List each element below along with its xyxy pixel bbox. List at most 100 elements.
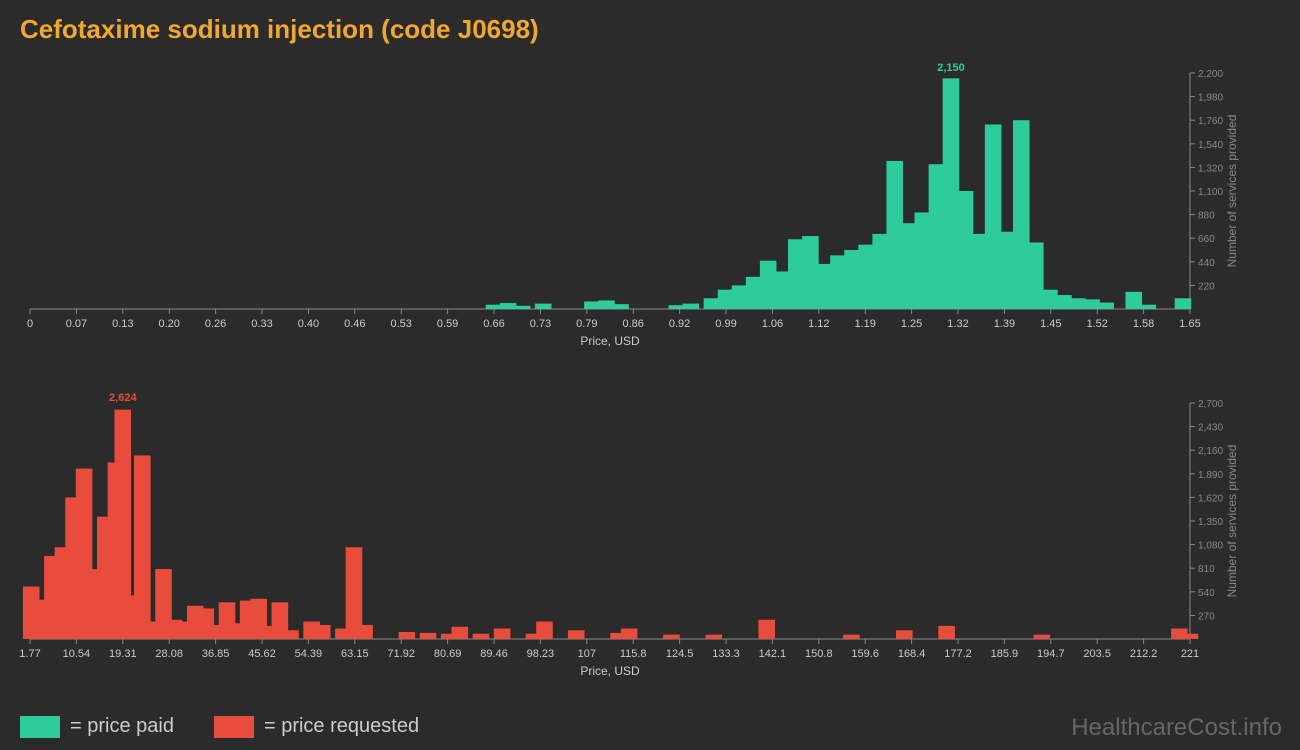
- x-tick-label: 0.07: [66, 318, 87, 330]
- x-tick-label: 1.52: [1086, 318, 1107, 330]
- y-tick-label: 1,080: [1198, 541, 1223, 552]
- legend: = price paid = price requested: [20, 715, 419, 738]
- x-tick-label: 0.73: [530, 318, 551, 330]
- x-tick-label: 0.59: [437, 318, 458, 330]
- bar: [473, 634, 490, 639]
- legend-swatch-paid: [20, 716, 60, 738]
- y-tick-label: 2,430: [1198, 423, 1223, 434]
- x-tick-label: 212.2: [1130, 648, 1158, 660]
- bar: [399, 632, 416, 639]
- bar: [663, 635, 680, 639]
- bar: [612, 304, 629, 309]
- y-tick-label: 1,890: [1198, 470, 1223, 481]
- y-tick-label: 2,200: [1198, 69, 1223, 80]
- y-tick-label: 2,160: [1198, 446, 1223, 457]
- x-tick-label: 0.66: [483, 318, 504, 330]
- bar: [938, 626, 955, 639]
- bar: [1175, 298, 1192, 309]
- x-tick-label: 221: [1181, 648, 1199, 660]
- y-tick-label: 660: [1198, 234, 1215, 245]
- x-tick-label: 1.65: [1179, 318, 1200, 330]
- x-tick-label: 0.13: [112, 318, 133, 330]
- bar: [536, 622, 553, 639]
- x-tick-label: 89.46: [480, 648, 508, 660]
- y-tick-label: 440: [1198, 258, 1215, 269]
- y-tick-label: 1,100: [1198, 187, 1223, 198]
- chart-price-requested: 1.7710.5419.3128.0836.8545.6254.3963.157…: [20, 385, 1240, 685]
- bar: [535, 304, 552, 309]
- bar: [282, 630, 299, 639]
- y-axis-label: Number of services provided: [1225, 115, 1239, 268]
- bar: [514, 306, 531, 309]
- x-tick-label: 0.79: [576, 318, 597, 330]
- x-tick-label: 63.15: [341, 648, 369, 660]
- bar: [356, 625, 373, 639]
- bar: [896, 630, 913, 639]
- bar: [494, 629, 511, 639]
- y-tick-label: 1,620: [1198, 493, 1223, 504]
- x-tick-label: 1.32: [947, 318, 968, 330]
- x-tick-label: 0.40: [298, 318, 319, 330]
- bar: [1034, 635, 1051, 639]
- x-tick-label: 159.6: [851, 648, 879, 660]
- x-tick-label: 0.99: [715, 318, 736, 330]
- y-tick-label: 1,350: [1198, 517, 1223, 528]
- bar: [1097, 303, 1114, 309]
- y-tick-label: 1,980: [1198, 93, 1223, 104]
- x-tick-label: 203.5: [1083, 648, 1111, 660]
- watermark: HealthcareCost.info: [1071, 714, 1282, 742]
- x-tick-label: 0.33: [251, 318, 272, 330]
- bar: [621, 629, 638, 639]
- bar: [683, 304, 700, 309]
- y-tick-label: 1,540: [1198, 140, 1223, 151]
- x-tick-label: 71.92: [387, 648, 415, 660]
- x-tick-label: 168.4: [898, 648, 926, 660]
- legend-label-requested: = price requested: [264, 715, 419, 738]
- y-tick-label: 2,700: [1198, 399, 1223, 410]
- x-tick-label: 80.69: [434, 648, 462, 660]
- y-tick-label: 1,760: [1198, 116, 1223, 127]
- y-tick-label: 270: [1198, 611, 1215, 622]
- legend-label-paid: = price paid: [70, 715, 174, 738]
- y-tick-label: 540: [1198, 588, 1215, 599]
- x-tick-label: 185.9: [991, 648, 1019, 660]
- x-tick-label: 19.31: [109, 648, 137, 660]
- y-tick-label: 1,320: [1198, 163, 1223, 174]
- x-tick-label: 1.39: [994, 318, 1015, 330]
- x-tick-label: 1.06: [762, 318, 783, 330]
- x-tick-label: 1.77: [20, 648, 41, 660]
- x-axis-label: Price, USD: [580, 334, 640, 348]
- x-tick-label: 133.3: [712, 648, 740, 660]
- chart-title: Cefotaxime sodium injection (code J0698): [0, 0, 1300, 55]
- x-axis-label: Price, USD: [580, 664, 640, 678]
- x-tick-label: 115.8: [620, 648, 647, 660]
- legend-item-requested: = price requested: [214, 715, 419, 738]
- bar: [1182, 634, 1199, 639]
- x-tick-label: 0.92: [669, 318, 690, 330]
- x-tick-label: 54.39: [295, 648, 323, 660]
- x-tick-label: 1.58: [1133, 318, 1154, 330]
- x-tick-label: 124.5: [666, 648, 694, 660]
- x-tick-label: 1.25: [901, 318, 922, 330]
- bar: [568, 630, 585, 639]
- x-tick-label: 45.62: [248, 648, 276, 660]
- bar: [314, 625, 331, 639]
- x-tick-label: 0.86: [622, 318, 643, 330]
- x-tick-label: 0.46: [344, 318, 365, 330]
- x-tick-label: 194.7: [1037, 648, 1065, 660]
- x-tick-label: 98.23: [527, 648, 555, 660]
- bar: [706, 635, 723, 639]
- x-tick-label: 0: [27, 318, 33, 330]
- x-tick-label: 0.20: [158, 318, 179, 330]
- peak-label: 2,624: [109, 392, 137, 404]
- x-tick-label: 1.12: [808, 318, 829, 330]
- x-tick-label: 36.85: [202, 648, 230, 660]
- legend-swatch-requested: [214, 716, 254, 738]
- x-tick-label: 177.2: [944, 648, 972, 660]
- x-tick-label: 142.1: [759, 648, 787, 660]
- chart-price-paid: 00.070.130.200.260.330.400.460.530.590.6…: [20, 55, 1240, 355]
- x-tick-label: 150.8: [805, 648, 833, 660]
- y-axis-label: Number of services provided: [1225, 445, 1239, 598]
- bar: [758, 620, 775, 639]
- x-tick-label: 10.54: [63, 648, 91, 660]
